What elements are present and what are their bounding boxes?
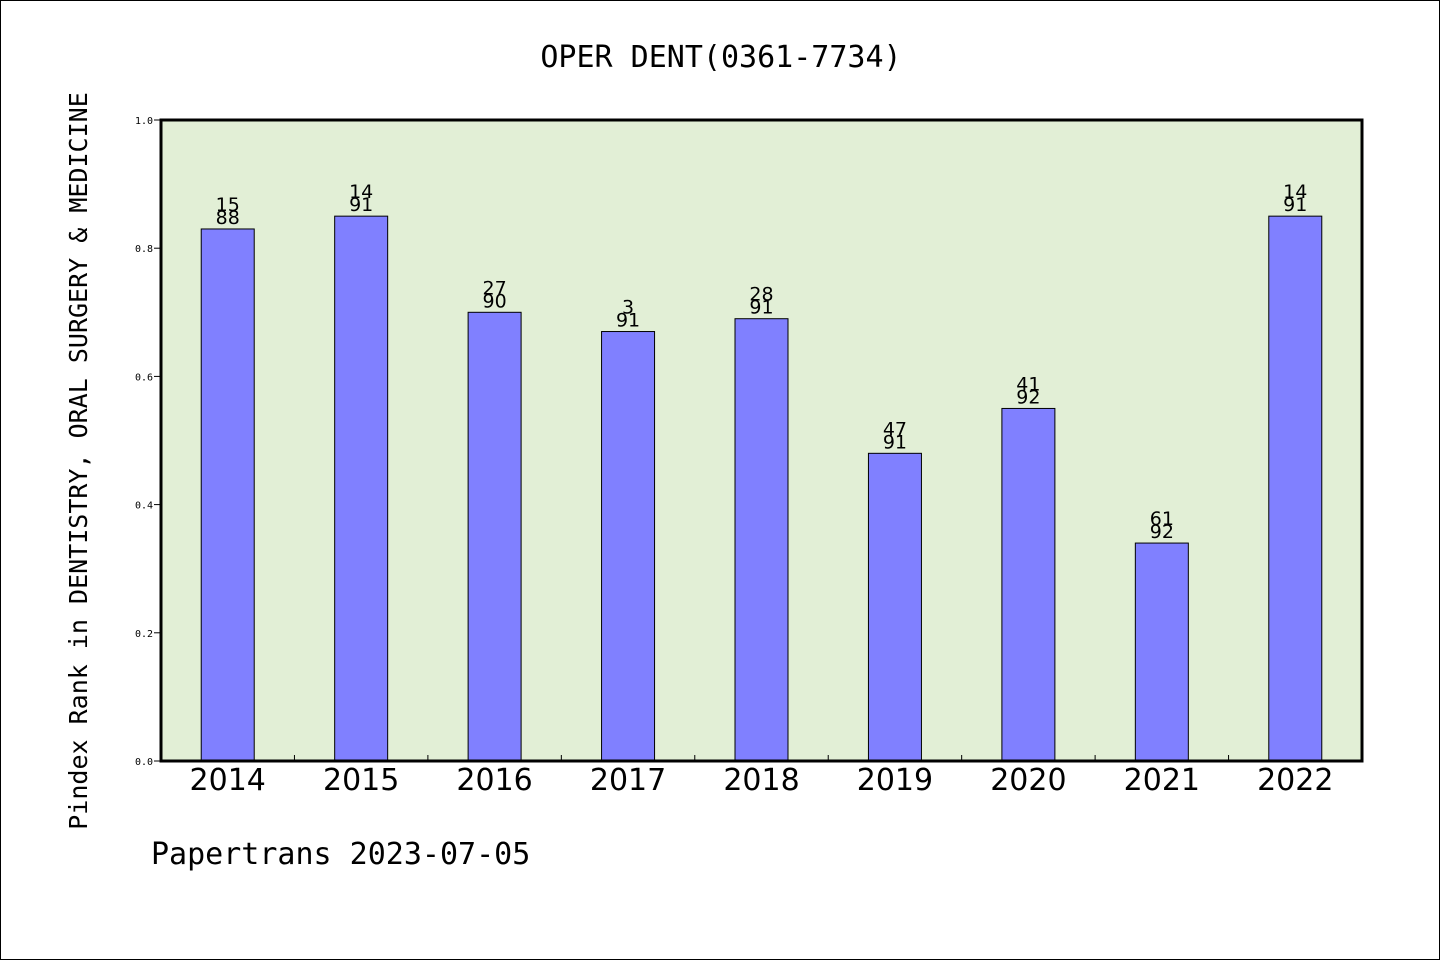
bar-2021: [1134, 542, 1189, 762]
x-tick-label: 2015: [323, 763, 399, 798]
bar-2022: [1268, 215, 1323, 762]
data-label-rank: 47: [883, 418, 907, 440]
data-label-rank: 61: [1150, 508, 1174, 530]
footer-text: Papertrans 2023-07-05: [151, 837, 530, 872]
x-tick-label: 2020: [990, 763, 1066, 798]
data-label-rank: 14: [349, 181, 373, 203]
data-label-total: 92: [1016, 386, 1040, 408]
y-tick-label: 0.0: [135, 757, 153, 768]
data-label-total: 91: [749, 297, 773, 319]
y-tick-label: 0.8: [135, 244, 153, 255]
bar-2020: [1001, 407, 1056, 762]
x-tick-label: 2019: [857, 763, 933, 798]
bar-2019: [867, 452, 922, 762]
y-tick-label: 0.4: [135, 501, 153, 512]
x-tick-label: 2014: [190, 763, 266, 798]
data-label-rank: 3: [622, 297, 634, 319]
chart-title: OPER DENT(0361-7734): [540, 40, 901, 75]
y-tick-label: 0.2: [135, 629, 153, 640]
data-label-total: 91: [883, 431, 907, 453]
x-tick-label: 2016: [456, 763, 532, 798]
y-tick-label: 0.6: [135, 372, 153, 383]
data-label-rank: 27: [483, 277, 507, 299]
data-label-total: 90: [483, 290, 507, 312]
data-label-total: 92: [1150, 521, 1174, 543]
bars-group: [200, 215, 1323, 762]
x-tick-label: 2017: [590, 763, 666, 798]
data-label-rank: 28: [749, 284, 773, 306]
data-labels-group: 2014158820151491201627902017391201828912…: [190, 181, 1334, 798]
plot-border: [159, 118, 1364, 763]
y-tick-label: 1.0: [135, 116, 153, 127]
bar-2016: [467, 311, 522, 762]
data-label-total: 88: [216, 207, 240, 229]
data-label-total: 91: [616, 310, 640, 332]
y-axis-label: Pindex Rank in DENTISTRY, ORAL SURGERY &…: [64, 92, 93, 830]
data-label-rank: 14: [1283, 181, 1307, 203]
x-tick-label: 2022: [1257, 763, 1333, 798]
data-label-total: 91: [1283, 194, 1307, 216]
x-tick-label: 2021: [1124, 763, 1200, 798]
data-label-total: 91: [349, 194, 373, 216]
bar-2018: [734, 318, 789, 762]
data-label-rank: 15: [216, 194, 240, 216]
bar-2017: [601, 331, 656, 762]
x-tick-label: 2018: [723, 763, 799, 798]
data-label-rank: 41: [1016, 373, 1040, 395]
bar-2014: [200, 228, 255, 762]
bar-2015: [334, 215, 389, 762]
